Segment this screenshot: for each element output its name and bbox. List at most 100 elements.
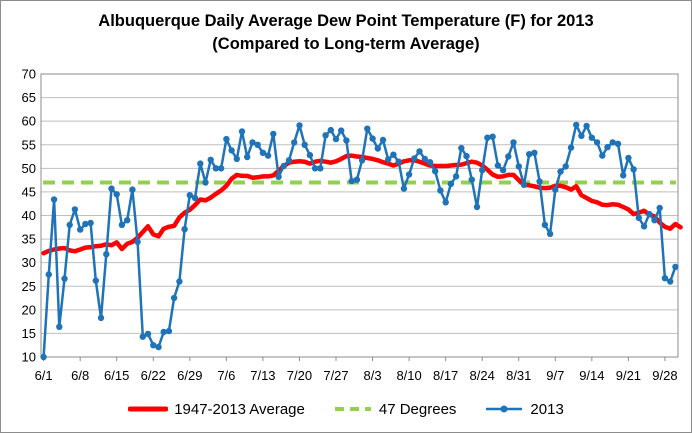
data-point-2013 [583,122,590,130]
data-point-2013 [484,134,491,141]
x-tick-label: 8/10 [396,368,421,383]
data-point-2013 [202,179,209,186]
data-point-2013 [343,137,350,144]
data-point-2013 [176,278,183,285]
data-point-2013 [468,176,475,183]
x-tick-label: 7/6 [217,368,235,383]
data-point-2013 [61,275,68,282]
legend-swatch-average [128,401,169,417]
y-tick-label: 50 [22,161,36,176]
data-point-2013 [573,121,580,129]
data-point-2013 [400,185,408,192]
data-point-2013 [301,141,308,148]
data-point-2013 [599,152,606,159]
data-point-2013 [124,217,131,224]
legend: 1947-2013 Average 47 Degrees 2013 [0,398,692,420]
x-tick-label: 6/15 [104,368,129,383]
data-point-2013 [160,328,167,336]
chart-subtitle: (Compared to Long-term Average) [212,35,480,53]
data-point-2013 [118,221,126,229]
data-point-2013 [656,204,663,212]
data-point-2013 [567,144,575,151]
data-point-2013 [526,151,533,158]
data-point-2013 [442,199,449,206]
x-tick-label: 8/31 [506,368,531,383]
data-point-2013 [186,192,193,199]
data-point-2013 [238,128,246,135]
legend-swatch-year [484,401,524,417]
data-point-2013 [405,171,413,178]
data-point-2013 [411,155,418,162]
data-point-2013 [82,220,89,228]
data-point-2013 [259,149,267,156]
y-tick-label: 30 [22,255,36,270]
data-point-2013 [254,141,261,148]
x-tick-label: 6/29 [177,368,202,383]
data-point-2013 [421,155,428,163]
y-tick-label: 20 [22,302,36,317]
data-point-2013 [479,167,486,174]
data-point-2013 [332,135,340,143]
legend-item-average: 1947-2013 Average [128,401,305,418]
data-point-2013 [640,223,648,230]
data-point-2013 [489,133,496,140]
data-point-2013 [306,151,314,159]
x-tick-label: 6/1 [35,368,53,383]
x-tick-label: 6/8 [71,368,89,383]
data-point-2013 [150,342,157,349]
data-point-2013 [244,153,251,161]
data-point-2013 [646,210,653,218]
legend-item-year: 2013 [484,400,564,418]
y-tick-label: 65 [22,90,36,105]
legend-label-reference: 47 Degrees [378,400,457,418]
data-point-2013 [614,140,622,147]
legend-item-reference: 47 Degrees [333,400,457,418]
data-point-2013 [129,186,136,193]
legend-swatch-reference [333,401,373,417]
data-point-2013 [505,153,512,160]
data-point-2013 [358,157,366,164]
data-point-2013 [426,159,434,166]
y-tick-label: 10 [22,350,36,365]
data-point-2013 [317,165,324,172]
data-point-2013 [40,353,47,361]
x-tick-label: 7/13 [250,368,275,383]
y-tick-label: 40 [22,208,36,223]
x-tick-label: 7/27 [323,368,348,383]
x-tick-label: 9/14 [579,368,604,383]
data-point-2013 [546,230,554,238]
data-point-2013 [134,238,141,246]
x-tick-label: 9/28 [652,368,677,383]
data-point-2013 [311,165,319,172]
data-point-2013 [667,278,674,285]
data-point-2013 [56,323,63,330]
data-point-2013 [463,152,470,160]
data-point-2013 [97,314,105,322]
data-point-2013 [604,143,611,151]
x-axis-ticks: 6/1 6/8 6/15 6/22 6/29 7/6 7/13 7/20 7/27 8/3 8/10… [35,357,678,383]
data-point-2013 [437,187,444,194]
data-point-2013 [541,221,549,229]
data-point-2013 [499,167,507,174]
legend-label-year: 2013 [530,400,564,418]
data-point-2013 [170,294,178,302]
data-point-2013 [379,136,387,144]
data-point-2013 [390,151,397,158]
data-point-2013 [625,154,632,162]
data-point-2013 [364,125,371,132]
data-point-2013 [139,333,146,340]
data-point-2013 [672,263,679,271]
data-point-2013 [369,135,376,142]
data-point-2013 [338,127,345,134]
data-point-2013 [327,126,334,134]
data-point-2013 [562,163,569,170]
data-point-2013 [296,122,303,129]
data-point-2013 [285,157,293,164]
y-axis-ticks: 10 15 20 25 30 35 40 45 50 55 60 65 70 [22,67,36,365]
data-point-2013 [233,155,240,163]
data-point-2013 [223,135,230,143]
data-point-2013 [191,194,199,202]
data-point-2013 [50,196,58,203]
y-tick-label: 70 [22,67,36,82]
y-tick-label: 25 [22,279,36,294]
